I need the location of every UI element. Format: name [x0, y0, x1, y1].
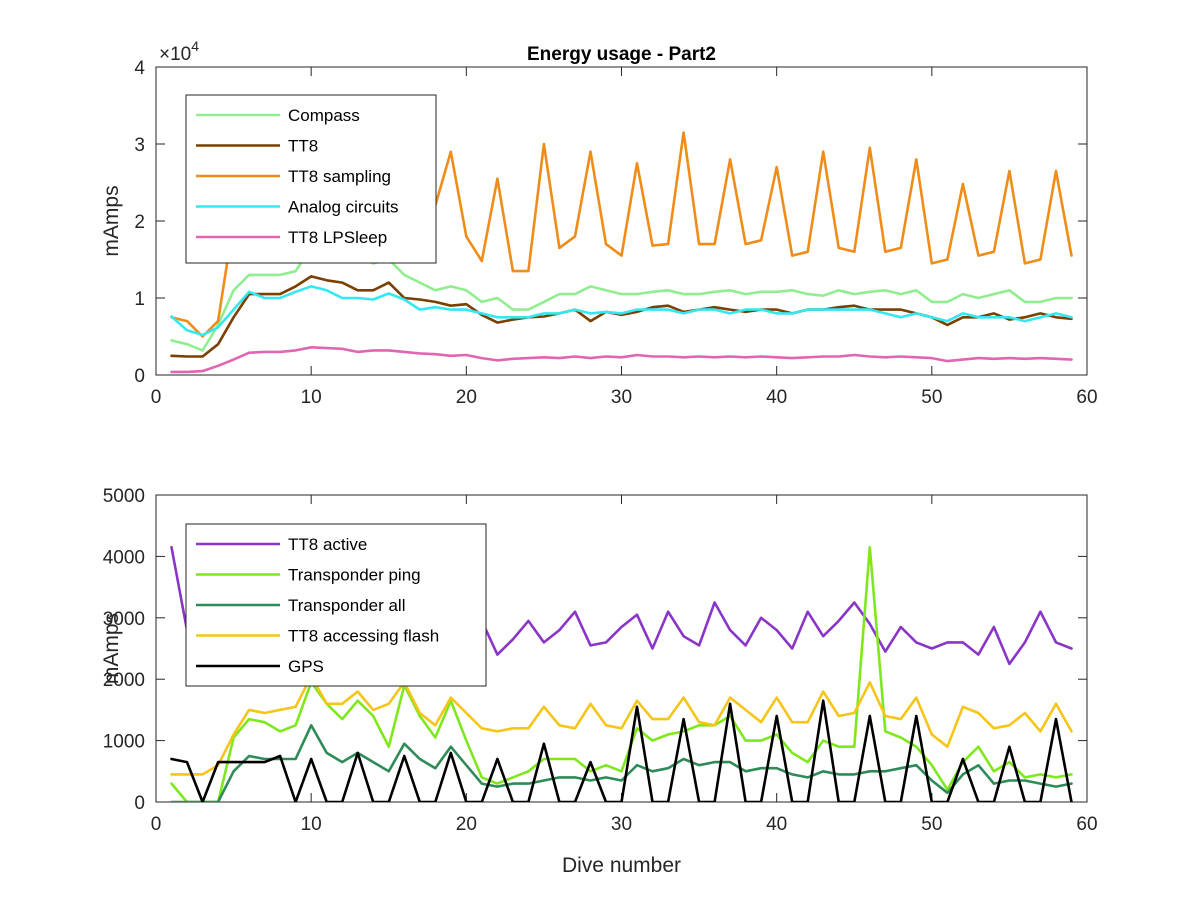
x-tick-label: 60: [1076, 814, 1097, 835]
x-tick-label: 0: [151, 814, 162, 835]
series-line-tt8-sampling: [170, 131, 1073, 338]
y-tick-label: 2000: [103, 670, 145, 691]
y-axis-label: mAmps: [100, 185, 123, 256]
x-tick-label: 30: [611, 387, 632, 408]
legend-label-gps: GPS: [288, 657, 324, 676]
y-tick-label: 3000: [103, 609, 145, 630]
top-subplot: 0 10 20 30 40 50 60 0 1 2 3 4 ×104 Energy usage - Par…: [100, 38, 1098, 408]
x-tick-label: 40: [766, 387, 787, 408]
x-tick-label: 50: [921, 814, 942, 835]
legend-label-tt8-sampling: TT8 sampling: [288, 167, 391, 186]
y-tick-label: 0: [134, 793, 145, 814]
series-line-transponder-all: [170, 724, 1073, 802]
x-tick-label: 10: [301, 814, 322, 835]
y-tick-label: 1: [134, 289, 145, 310]
x-tick-label: 20: [456, 387, 477, 408]
x-tick-label: 60: [1076, 387, 1097, 408]
legend-label-transponder-ping: Transponder ping: [288, 566, 421, 585]
bottom-subplot: 0 10 20 30 40 50 60 0 1000 2000 3000 4000 5000 mAmps D…: [100, 486, 1098, 877]
legend-box: [185, 94, 437, 264]
y-tick-label: 3: [134, 135, 145, 156]
legend-label-analog-circuits: Analog circuits: [288, 198, 399, 217]
series-line-gps: [170, 699, 1073, 802]
series-line-tt8-lpsleep: [170, 346, 1073, 374]
series-line-tt8-accessing-flash: [170, 674, 1073, 776]
y-tick-label: 5000: [103, 486, 145, 507]
y-axis-label: mAmps: [100, 613, 123, 684]
series-line-analog-circuits: [170, 285, 1073, 337]
legend-label-compass: Compass: [288, 106, 360, 125]
x-axis-label: Dive number: [562, 854, 681, 877]
y-tick-label: 2: [134, 212, 145, 233]
x-tick-label: 50: [921, 387, 942, 408]
legend-label-transponder-all: Transponder all: [288, 596, 406, 615]
y-exponent-label: ×104: [159, 38, 199, 65]
legend-label-tt8-lpsleep: TT8 LPSleep: [288, 228, 387, 247]
series-line-tt8-active: [170, 545, 1073, 666]
legend: Compass TT8 TT8 sampling Analog circuits TT8…: [185, 94, 437, 264]
y-tick-label: 4000: [103, 547, 145, 568]
y-tick-label: 0: [134, 366, 145, 387]
legend: TT8 active Transponder ping Transponder al…: [185, 523, 487, 687]
x-tick-label: 40: [766, 814, 787, 835]
legend-label-tt8-accessing-flash: TT8 accessing flash: [288, 627, 439, 646]
legend-label-tt8: TT8: [288, 137, 318, 156]
chart-title: Energy usage - Part2: [527, 44, 716, 65]
series-group: [170, 545, 1073, 802]
x-tick-label: 30: [611, 814, 632, 835]
x-tick-label: 20: [456, 814, 477, 835]
x-tick-label: 0: [151, 387, 162, 408]
legend-label-tt8-active: TT8 active: [288, 535, 367, 554]
y-tick-label: 4: [134, 58, 145, 79]
y-tick-label: 1000: [103, 732, 145, 753]
x-tick-label: 10: [301, 387, 322, 408]
